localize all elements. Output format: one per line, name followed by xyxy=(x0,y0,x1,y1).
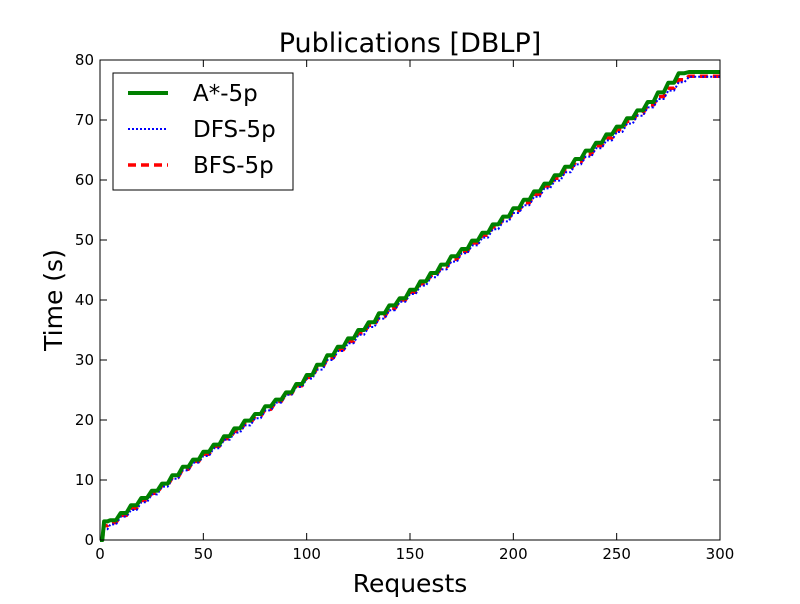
chart-title: Publications [DBLP] xyxy=(279,28,542,59)
x-tick-label: 100 xyxy=(292,545,321,563)
x-tick-label: 0 xyxy=(95,545,105,563)
y-tick-label: 60 xyxy=(75,171,94,189)
y-tick-label: 80 xyxy=(75,51,94,69)
y-tick-label: 50 xyxy=(75,231,94,249)
x-tick-label: 150 xyxy=(396,545,425,563)
x-tick-label: 200 xyxy=(499,545,528,563)
x-axis-title: Requests xyxy=(353,569,468,598)
y-tick-label: 40 xyxy=(75,291,94,309)
legend: A*-5p DFS-5p BFS-5p xyxy=(113,73,293,190)
x-tick-label: 250 xyxy=(602,545,631,563)
y-tick-label: 70 xyxy=(75,111,94,129)
y-tick-label: 10 xyxy=(75,471,94,489)
legend-label-bfs-5p: BFS-5p xyxy=(193,153,274,179)
y-tick-label: 30 xyxy=(75,351,94,369)
legend-label-a-5p: A*-5p xyxy=(193,81,258,107)
y-tick-label: 20 xyxy=(75,411,94,429)
y-tick-label: 0 xyxy=(84,531,94,549)
y-axis-title: Time (s) xyxy=(39,249,68,352)
x-tick-label: 300 xyxy=(706,545,735,563)
legend-label-dfs-5p: DFS-5p xyxy=(193,117,276,143)
x-tick-label: 50 xyxy=(194,545,213,563)
